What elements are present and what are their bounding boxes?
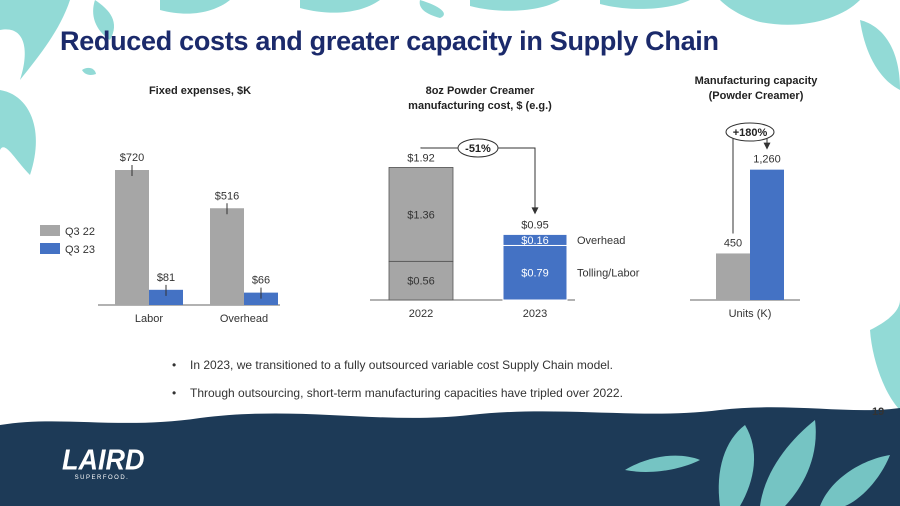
- chart2-title-line2: manufacturing cost, $ (e.g.): [408, 100, 552, 112]
- data-label: 1,260: [753, 154, 781, 166]
- fixed-expenses-chart: $720 $81 Labor $516 $66 Overhead Q3 22 Q3 23: [40, 152, 280, 325]
- leaf-decoration: [93, 0, 115, 40]
- bar-q3-23: [244, 292, 278, 305]
- capacity-chart: 450 1,260 Units (K) +180%: [690, 122, 800, 320]
- chart2-title: 8oz Powder Creamer manufacturing cost, $…: [380, 84, 580, 114]
- leaf-decoration: [600, 0, 690, 9]
- footer-band: [0, 407, 900, 506]
- bar-q3-22: [210, 208, 244, 305]
- legend-swatch: [40, 243, 60, 254]
- leaf-decoration: [718, 425, 755, 506]
- segment-label: $0.79: [521, 268, 549, 280]
- leaf-decoration: [0, 90, 36, 175]
- leaf-decoration: [760, 420, 816, 506]
- leaf-decoration: [419, 0, 444, 18]
- change-badge: [725, 122, 775, 142]
- data-label: $516: [215, 190, 239, 202]
- brand-name: LAIRD: [62, 444, 145, 476]
- leaf-decoration: [820, 455, 890, 506]
- chart3-title-line1: Manufacturing capacity: [694, 75, 818, 87]
- x-tick-label: Overhead: [220, 313, 268, 325]
- leaf-decoration: [470, 0, 560, 11]
- leaf-decoration: [870, 300, 900, 410]
- chart3-title: Manufacturing capacity (Powder Creamer): [656, 74, 856, 104]
- change-arrowhead: [531, 207, 539, 215]
- leaf-decoration: [860, 20, 900, 90]
- chart1-title: Fixed expenses, $K: [148, 85, 252, 97]
- series-label: Overhead: [577, 235, 625, 247]
- series-label: Tolling/Labor: [577, 268, 640, 280]
- x-tick-label: 2023: [523, 308, 547, 320]
- bar-2022: [716, 253, 750, 300]
- bullet-item: Through outsourcing, short-term manufact…: [172, 386, 772, 400]
- data-label: $81: [157, 272, 175, 284]
- legend-label: Q3 23: [65, 244, 95, 256]
- brand-tagline: SUPERFOOD.: [74, 475, 130, 481]
- change-label: +180%: [733, 127, 768, 139]
- leaf-decoration: [82, 67, 96, 75]
- leaf-decoration: [0, 0, 70, 80]
- leaf-decoration: [300, 0, 380, 13]
- stack-segment-overhead: [388, 167, 454, 262]
- leaf-decoration: [625, 455, 700, 472]
- bullet-list: In 2023, we transitioned to a fully outs…: [172, 358, 772, 414]
- stack-segment-overhead: [502, 233, 568, 246]
- bar-q3-22: [115, 170, 149, 305]
- data-label: 450: [724, 237, 742, 249]
- stack-segment-tolling-labor: [388, 260, 454, 301]
- data-label: $720: [120, 152, 144, 164]
- x-tick-label: 2022: [409, 308, 433, 320]
- bar-2023: [750, 169, 784, 300]
- change-label: -51%: [465, 143, 491, 155]
- segment-label: $0.56: [407, 276, 435, 288]
- creamer-cost-chart: $0.56 $1.36 $1.92 2022 $0.79 $0.16 $0.95 2023 Ov…: [370, 138, 640, 320]
- legend-swatch: [40, 225, 60, 236]
- bar-q3-23: [149, 289, 183, 305]
- brand-logo: LAIRD SUPERFOOD.: [62, 444, 145, 482]
- x-tick-label: Units (K): [729, 308, 772, 320]
- segment-label: $0.16: [521, 235, 549, 247]
- segment-label: $1.36: [407, 209, 435, 221]
- leaf-decoration: [160, 0, 230, 14]
- bullet-item: In 2023, we transitioned to a fully outs…: [172, 358, 772, 372]
- slide-title: Reduced costs and greater capacity in Su…: [60, 26, 719, 56]
- total-label: $0.95: [521, 219, 549, 231]
- chart3-title-line2: (Powder Creamer): [708, 90, 804, 102]
- data-label: $66: [252, 275, 270, 287]
- change-arrowhead: [763, 142, 771, 150]
- legend-label: Q3 22: [65, 226, 95, 238]
- stack-segment-tolling-labor: [502, 244, 568, 301]
- total-label: $1.92: [407, 152, 435, 164]
- change-badge: [457, 138, 499, 158]
- page-number: 19: [872, 406, 885, 418]
- leaf-decoration: [720, 0, 860, 25]
- chart2-title-line1: 8oz Powder Creamer: [425, 85, 535, 97]
- x-tick-label: Labor: [135, 313, 163, 325]
